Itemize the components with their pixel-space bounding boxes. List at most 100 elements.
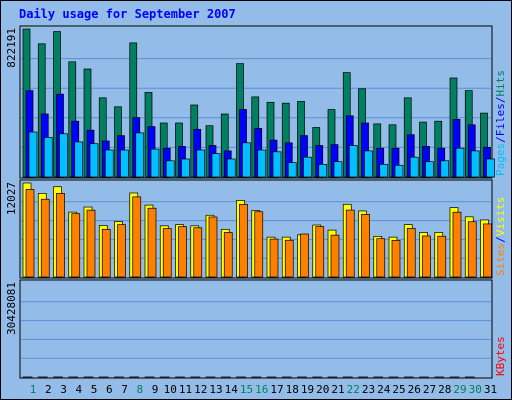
bar-sites-day-15 [239,203,248,278]
bar-pages-day-28 [440,160,450,178]
bar-sites-day-23 [361,214,370,278]
x-tick-label-day-7: 7 [121,383,128,396]
x-tick-label-day-2: 2 [45,383,52,396]
x-tick-label-day-25: 25 [392,383,405,396]
bar-sites-day-13 [208,216,218,278]
legend: Pages/Files/Hits [494,70,507,176]
chart-title: Daily usage for September 2007 [19,7,236,21]
legend-entry: Files [494,103,507,136]
bar-pages-day-17 [272,151,282,178]
bar-pages-day-1 [28,131,38,178]
bar-pages-day-27 [425,161,434,178]
bar-pages-day-11 [181,158,190,178]
x-tick-label-day-29: 29 [453,383,466,396]
bar-pages-day-12 [196,149,206,178]
x-tick-label-day-16: 16 [255,383,268,396]
x-tick-label-day-4: 4 [75,383,82,396]
bar-pages-day-30 [470,150,480,178]
x-tick-label-day-30: 30 [469,383,482,396]
bar-sites-day-22 [345,209,355,278]
legend-entry: Pages [494,143,507,176]
bar-sites-day-5 [86,209,96,278]
legend-entry: KBytes [494,336,507,376]
x-tick-label-day-15: 15 [240,383,253,396]
bar-pages-day-2 [43,137,53,178]
bar-sites-day-7 [117,224,126,278]
x-tick-label-day-11: 11 [179,383,192,396]
bar-pages-day-4 [74,141,84,178]
x-tick-label-day-9: 9 [152,383,159,396]
bar-sites-day-29 [452,211,462,278]
bar-pages-day-31 [486,158,495,178]
bar-sites-day-19 [300,233,309,278]
bar-sites-day-26 [406,228,416,278]
bar-pages-day-6 [104,149,114,178]
bar-pages-day-7 [120,149,129,178]
x-tick-label-day-22: 22 [347,383,360,396]
bar-pages-day-25 [394,164,404,178]
x-tick-label-day-19: 19 [301,383,314,396]
bar-pages-day-21 [333,161,343,178]
bar-pages-day-22 [348,145,358,178]
x-tick-label-day-18: 18 [286,383,299,396]
x-tick-label-day-17: 17 [270,383,283,396]
legend-entry: Visits [494,197,507,237]
bar-sites-day-25 [391,240,401,278]
bar-sites-day-3 [56,193,65,278]
bar-pages-day-29 [455,147,465,178]
y-max-label: 822191 [5,28,18,68]
x-tick-label-day-21: 21 [331,383,344,396]
bar-pages-day-23 [364,150,373,178]
bar-sites-day-27 [422,235,431,278]
panel-frame [19,279,493,379]
bar-sites-day-10 [162,228,172,278]
x-tick-label-day-10: 10 [164,383,177,396]
legend-entry: / [494,97,507,104]
bar-sites-day-16 [254,211,264,278]
bar-pages-day-14 [226,158,236,178]
bar-sites-day-18 [284,239,294,278]
bar-sites-day-6 [101,228,111,278]
x-tick-label-day-23: 23 [362,383,375,396]
bar-sites-day-30 [467,221,477,278]
x-tick-label-day-20: 20 [316,383,329,396]
bar-pages-day-10 [165,160,175,178]
bar-sites-day-2 [40,198,50,278]
bar-sites-day-9 [147,207,157,278]
bar-sites-day-17 [269,238,279,278]
bar-pages-day-8 [135,132,145,178]
bar-sites-day-31 [483,223,492,278]
bar-pages-day-19 [303,156,312,178]
legend-entry: / [494,236,507,243]
legend: KBytes [494,336,507,376]
legend-entry: / [494,136,507,143]
bar-sites-day-4 [71,213,81,278]
bar-sites-day-8 [132,196,142,278]
panel-visits_sites: 12027 Sites/Visits [5,179,507,279]
bar-sites-day-12 [193,227,203,278]
y-max-label: 12027 [5,182,18,215]
bar-sites-day-24 [376,238,386,278]
x-tick-label-day-1: 1 [30,383,37,396]
legend-entry: Sites [494,243,507,276]
bar-sites-day-20 [315,226,325,278]
panel-hits_files_pages: 822191 Pages/Files/Hits [5,25,507,179]
x-tick-label-day-31: 31 [484,383,497,396]
x-tick-label-day-26: 26 [408,383,421,396]
bar-pages-day-9 [150,148,160,178]
bar-sites-day-11 [178,226,187,278]
x-tick-label-day-28: 28 [438,383,451,396]
panel-kbytes: 30428081 KBytes [5,279,507,379]
bar-pages-day-18 [287,162,297,178]
y-max-label: 30428081 [5,282,18,335]
x-tick-label-day-13: 13 [209,383,222,396]
bar-pages-day-20 [318,164,328,178]
x-tick-label-day-24: 24 [377,383,391,396]
bar-pages-day-15 [242,142,251,178]
x-tick-label-day-6: 6 [106,383,113,396]
bar-pages-day-13 [211,153,221,178]
x-tick-label-day-8: 8 [136,383,143,396]
bar-pages-day-24 [379,164,389,178]
x-tick-label-day-27: 27 [423,383,436,396]
